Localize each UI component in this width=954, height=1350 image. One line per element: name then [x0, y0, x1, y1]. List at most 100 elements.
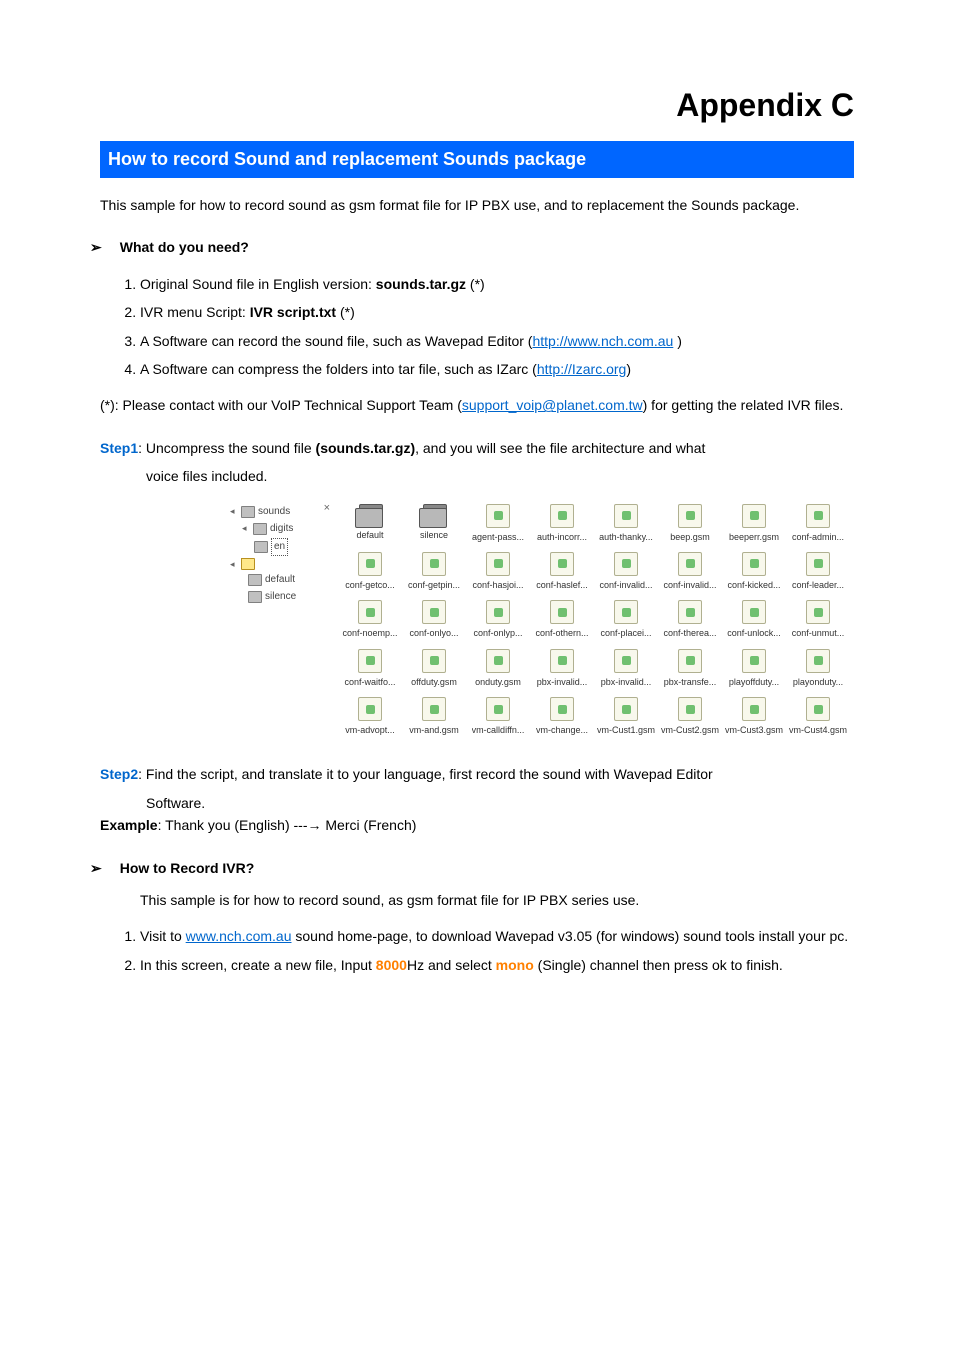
footnote: (*): Please contact with our VoIP Techni…: [100, 394, 854, 416]
file-label: conf-waitfo...: [344, 675, 395, 689]
needs-list: Original Sound file in English version: …: [140, 273, 854, 381]
need-item-2: IVR menu Script: IVR script.txt (*): [140, 301, 854, 323]
file-cell: conf-placei...: [596, 600, 656, 640]
file-label: conf-leader...: [792, 578, 844, 592]
file-cell: auth-thanky...: [596, 504, 656, 544]
step1-post: , and you will see the file architecture…: [415, 440, 705, 456]
file-cell: conf-invalid...: [596, 552, 656, 592]
file-cell: conf-leader...: [788, 552, 848, 592]
izarc-link[interactable]: http://Izarc.org: [537, 361, 626, 377]
tree-sounds: ◂sounds: [224, 504, 330, 520]
file-cell: conf-othern...: [532, 600, 592, 640]
file-cell: conf-invalid...: [660, 552, 720, 592]
need-item-1: Original Sound file in English version: …: [140, 273, 854, 295]
file-label: agent-pass...: [472, 530, 524, 544]
footnote-post: ) for getting the related IVR files.: [643, 397, 844, 413]
file-cell: playonduty...: [788, 649, 848, 689]
step2-line: Step2: Find the script, and translate it…: [100, 763, 854, 785]
file-cell: conf-kicked...: [724, 552, 784, 592]
close-icon: ×: [324, 500, 330, 518]
nch-link-2[interactable]: www.nch.com.au: [186, 928, 292, 944]
step2-text: : Find the script, and translate it to y…: [138, 766, 713, 782]
file-label: conf-othern...: [535, 626, 588, 640]
support-email-link[interactable]: support_voip@planet.com.tw: [462, 397, 643, 413]
need-3-post: ): [673, 333, 682, 349]
file-cell: onduty.gsm: [468, 649, 528, 689]
file-cell: conf-getpin...: [404, 552, 464, 592]
tree-sounds-label: sounds: [258, 504, 290, 520]
file-label: playoffduty...: [729, 675, 779, 689]
file-cell: beeperr.gsm: [724, 504, 784, 544]
file-cell: conf-hasjoi...: [468, 552, 528, 592]
file-cell: agent-pass...: [468, 504, 528, 544]
file-label: auth-incorr...: [537, 530, 587, 544]
section-heading-bar: How to record Sound and replacement Soun…: [100, 141, 854, 178]
file-cell: conf-onlyp...: [468, 600, 528, 640]
file-cell: auth-incorr...: [532, 504, 592, 544]
file-cell: pbx-invalid...: [596, 649, 656, 689]
file-label: beep.gsm: [670, 530, 710, 544]
file-label: auth-thanky...: [599, 530, 653, 544]
file-label: vm-and.gsm: [409, 723, 459, 737]
record-intro: This sample is for how to record sound, …: [140, 889, 854, 911]
tree-open: ◂: [224, 557, 330, 571]
file-label: conf-unmut...: [792, 626, 845, 640]
nch-link[interactable]: http://www.nch.com.au: [532, 333, 673, 349]
files-grid: default silence agent-pass... auth-incor…: [334, 498, 854, 744]
folder-default: default: [340, 504, 400, 544]
file-label: conf-invalid...: [663, 578, 716, 592]
file-cell: pbx-transfe...: [660, 649, 720, 689]
file-cell: conf-onlyo...: [404, 600, 464, 640]
file-cell: vm-Cust4.gsm: [788, 697, 848, 737]
tree-en-label: en: [271, 538, 288, 556]
file-cell: conf-admin...: [788, 504, 848, 544]
file-label: conf-invalid...: [599, 578, 652, 592]
file-cell: pbx-invalid...: [532, 649, 592, 689]
example-label: Example: [100, 817, 158, 833]
step1-indent: voice files included.: [146, 465, 854, 487]
step1-bold: (sounds.tar.gz): [316, 440, 416, 456]
need-2-bold: IVR script.txt: [250, 304, 336, 320]
record-2-mid: Hz and select: [407, 957, 496, 973]
file-label: conf-haslef...: [536, 578, 588, 592]
step2-label: Step2: [100, 766, 138, 782]
file-cell: vm-and.gsm: [404, 697, 464, 737]
record-2-pre: In this screen, create a new file, Input: [140, 957, 376, 973]
file-cell: offduty.gsm: [404, 649, 464, 689]
tree-en: en: [224, 538, 330, 556]
file-cell: conf-unlock...: [724, 600, 784, 640]
file-label: vm-Cust4.gsm: [789, 723, 847, 737]
file-cell: conf-haslef...: [532, 552, 592, 592]
file-label: vm-Cust3.gsm: [725, 723, 783, 737]
file-cell: beep.gsm: [660, 504, 720, 544]
file-cell: conf-waitfo...: [340, 649, 400, 689]
tree-pane: × ◂sounds ◂digits en ◂ default silence: [220, 498, 334, 744]
need-4-pre: A Software can compress the folders into…: [140, 361, 537, 377]
file-label: conf-hasjoi...: [472, 578, 523, 592]
file-label: vm-advopt...: [345, 723, 395, 737]
file-cell: vm-Cust2.gsm: [660, 697, 720, 737]
need-2-post: (*): [336, 304, 355, 320]
file-label: conf-getpin...: [408, 578, 460, 592]
file-cell: conf-unmut...: [788, 600, 848, 640]
file-cell: vm-advopt...: [340, 697, 400, 737]
file-cell: vm-change...: [532, 697, 592, 737]
file-label: pbx-invalid...: [537, 675, 588, 689]
tree-silence-label: silence: [265, 589, 296, 605]
need-2-pre: IVR menu Script:: [140, 304, 250, 320]
file-cell: playoffduty...: [724, 649, 784, 689]
tree-default: default: [224, 572, 330, 588]
file-label: vm-change...: [536, 723, 588, 737]
file-explorer-screenshot: × ◂sounds ◂digits en ◂ default silence d…: [220, 498, 854, 744]
example-line: Example: Thank you (English) ---→ Merci …: [100, 814, 854, 836]
need-3-pre: A Software can record the sound file, su…: [140, 333, 532, 349]
tree-silence: silence: [224, 589, 330, 605]
need-1-pre: Original Sound file in English version:: [140, 276, 376, 292]
label-default: default: [356, 528, 383, 542]
file-cell: vm-Cust1.gsm: [596, 697, 656, 737]
file-label: conf-onlyo...: [409, 626, 458, 640]
record-2-hz: 8000: [376, 957, 407, 973]
label-silence: silence: [420, 528, 448, 542]
need-4-post: ): [626, 361, 631, 377]
file-label: conf-onlyp...: [473, 626, 522, 640]
